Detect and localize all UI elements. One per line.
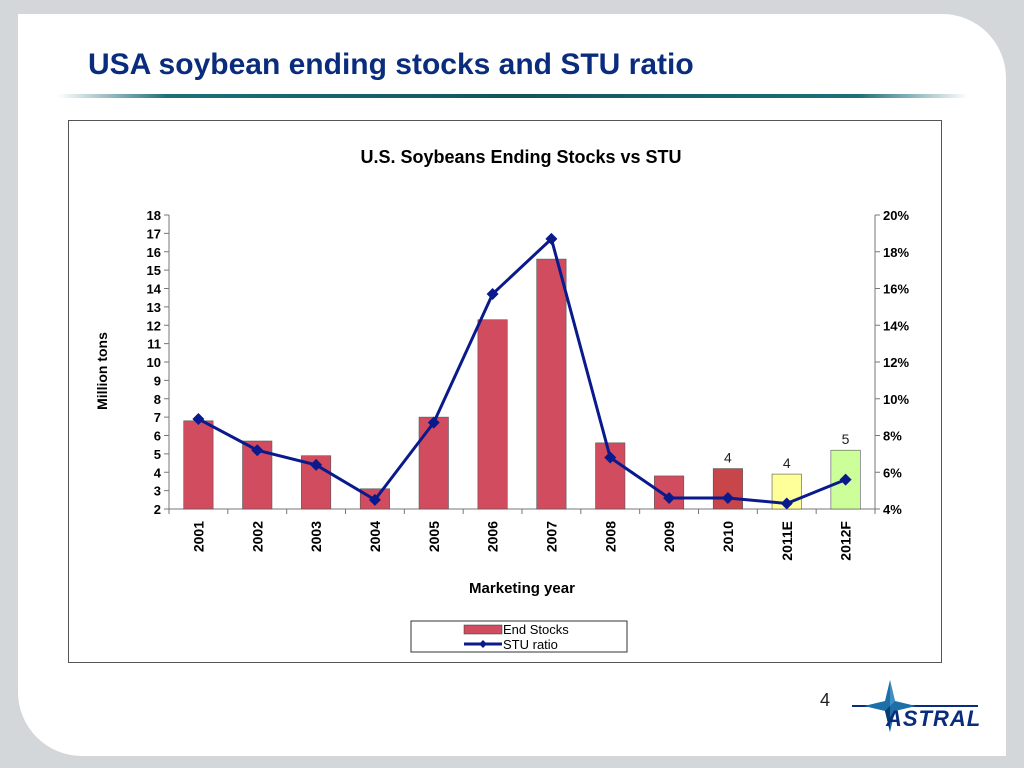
stu-ratio-point: [545, 232, 558, 245]
y-tick-label: 13: [147, 300, 161, 315]
legend-label-stu-ratio: STU ratio: [503, 637, 558, 652]
y2-tick-label: 18%: [883, 245, 909, 260]
x-tick-label: 2006: [485, 521, 501, 552]
bar-2001: [183, 420, 214, 510]
y2-tick-label: 10%: [883, 392, 909, 407]
y2-tick-label: 20%: [883, 208, 909, 223]
y-tick-label: 12: [147, 318, 161, 333]
chart-frame: U.S. Soybeans Ending Stocks vs STU Milli…: [68, 120, 942, 663]
y2-tick-label: 16%: [883, 282, 909, 297]
bar-2006: [477, 319, 508, 510]
legend-marker-stu-ratio: [479, 640, 487, 648]
y-tick-label: 7: [154, 410, 161, 425]
stu-ratio-point: [721, 491, 734, 504]
y-tick-label: 16: [147, 245, 161, 260]
legend-box: [410, 620, 628, 653]
bar-data-label: 5: [842, 431, 850, 447]
y-tick-label: 11: [147, 337, 161, 352]
stu-ratio-point: [368, 493, 381, 506]
combo-chart: U.S. Soybeans Ending Stocks vs STU Milli…: [94, 147, 910, 653]
page-number: 4: [820, 690, 831, 710]
y2-tick-label: 8%: [883, 429, 902, 444]
y-tick-label: 14: [147, 282, 162, 297]
bar-data-label: 4: [724, 450, 732, 466]
slide: USA soybean ending stocks and STU ratio …: [18, 14, 1006, 756]
x-axis-label: Marketing year: [469, 580, 575, 597]
plot-area: 2 3 4 5 6 7 8 9 10 11 12 13 14 15 16 17 18 4% 6% 8% 10% 12% 14…: [147, 208, 910, 561]
y-tick-label: 18: [147, 208, 161, 223]
legend-label-end-stocks: End Stocks: [503, 622, 569, 637]
y2-tick-label: 4%: [883, 502, 902, 517]
y-tick-label: 3: [154, 484, 161, 499]
title-divider: [58, 94, 968, 98]
stu-ratio-point: [604, 451, 617, 464]
bar-2007: [536, 258, 567, 510]
stu-ratio-point: [251, 444, 264, 457]
chart-title: U.S. Soybeans Ending Stocks vs STU: [360, 147, 681, 167]
x-tick-label: 2004: [367, 521, 383, 552]
y-axis-label: Million tons: [94, 332, 110, 410]
astral-logo: ASTRAL: [846, 676, 982, 738]
y-tick-label: 9: [154, 373, 161, 388]
y-tick-label: 2: [154, 502, 161, 517]
stu-ratio-point: [427, 416, 440, 429]
stu-ratio-point: [663, 491, 676, 504]
x-tick-label: 2001: [190, 521, 206, 552]
x-tick-label: 2002: [249, 521, 265, 552]
compass-star-icon: [852, 680, 978, 732]
stu-ratio-point: [839, 473, 852, 486]
x-tick-label: 2012F: [838, 521, 854, 561]
x-tick-label: 2008: [602, 521, 618, 552]
x-tick-label: 2009: [661, 521, 677, 552]
legend-swatch-end-stocks: [463, 624, 503, 635]
y-tick-label: 15: [147, 263, 161, 278]
y-tick-label: 10: [147, 355, 161, 370]
y2-tick-label: 14%: [883, 318, 909, 333]
x-tick-label: 2011E: [779, 521, 795, 561]
x-tick-label: 2005: [426, 521, 442, 552]
stu-ratio-point: [310, 458, 323, 471]
y-tick-label: 8: [154, 392, 161, 407]
bar-data-label: 4: [783, 455, 791, 471]
logo-text: ASTRAL: [886, 706, 982, 731]
stu-ratio-point: [780, 497, 793, 510]
x-tick-label: 2010: [720, 521, 736, 552]
stu-ratio-point: [192, 412, 205, 425]
y-tick-label: 17: [147, 226, 161, 241]
stu-ratio-line: [197, 236, 847, 506]
y2-tick-label: 6%: [883, 465, 902, 480]
x-tick-label: 2007: [543, 521, 559, 552]
y-tick-label: 4: [154, 465, 162, 480]
chart-legend: End Stocks STU ratio: [410, 620, 628, 653]
stu-ratio-point: [486, 288, 499, 301]
slide-title: USA soybean ending stocks and STU ratio: [88, 48, 694, 81]
y2-tick-label: 12%: [883, 355, 909, 370]
y-tick-label: 5: [154, 447, 161, 462]
bar-2005: [418, 416, 449, 510]
x-tick-label: 2003: [308, 521, 324, 552]
y-tick-label: 6: [154, 429, 161, 444]
